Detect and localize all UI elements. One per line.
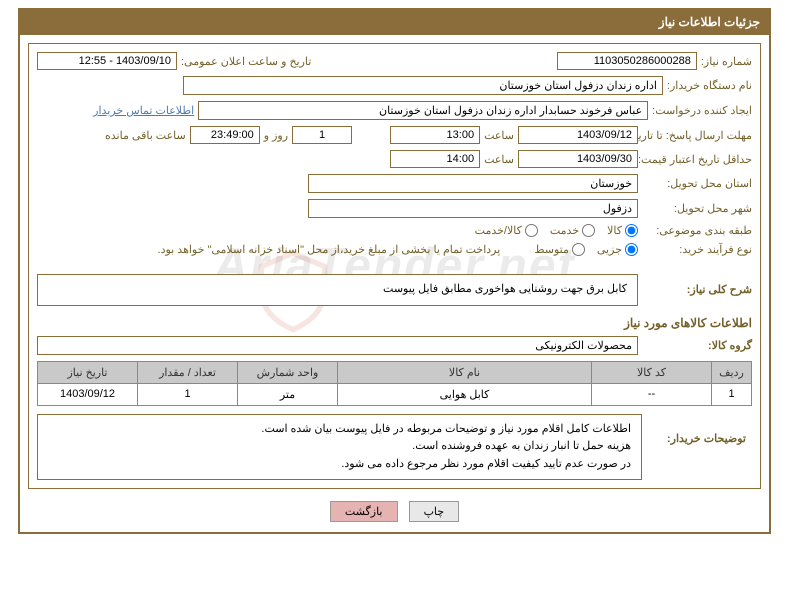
- process-radio-medium[interactable]: متوسط: [534, 243, 585, 256]
- panel-title: جزئیات اطلاعات نیاز: [19, 9, 770, 35]
- th-code: کد کالا: [592, 361, 712, 383]
- buyer-org-value: اداره زندان دزفول استان خوزستان: [183, 76, 663, 95]
- buyer-notes-box: اطلاعات کامل اقلام مورد نیاز و توضیحات م…: [37, 414, 642, 481]
- validity-time-value: 14:00: [390, 150, 480, 168]
- main-desc-value: کابل برق جهت روشنایی هواخوری مطابق فایل …: [37, 274, 638, 306]
- th-qty: تعداد / مقدار: [138, 361, 238, 383]
- td-unit: متر: [238, 383, 338, 405]
- button-row: چاپ بازگشت: [20, 501, 769, 522]
- th-date: تاریخ نیاز: [38, 361, 138, 383]
- need-number-label: شماره نیاز:: [701, 55, 752, 68]
- process-radio-group: جزیی متوسط: [534, 243, 638, 256]
- deadline-date-value: 1403/09/12: [518, 126, 638, 144]
- category-radio-service[interactable]: خدمت: [550, 224, 595, 237]
- td-code: --: [592, 383, 712, 405]
- td-date: 1403/09/12: [38, 383, 138, 405]
- province-value: خوزستان: [308, 174, 638, 193]
- td-row: 1: [712, 383, 752, 405]
- group-value: محصولات الکترونیکی: [37, 336, 638, 355]
- th-row: ردیف: [712, 361, 752, 383]
- buyer-org-label: نام دستگاه خریدار:: [667, 79, 752, 92]
- deadline-time-value: 13:00: [390, 126, 480, 144]
- remaining-label: ساعت باقی مانده: [105, 129, 186, 142]
- buyer-note-line3: در صورت عدم تایید کیفیت اقلام مورد نظر م…: [48, 456, 631, 474]
- cat1-label: کالا: [607, 224, 622, 237]
- radio-service-input[interactable]: [582, 224, 595, 237]
- main-panel: جزئیات اطلاعات نیاز AriaTender.net شماره…: [18, 8, 771, 534]
- th-name: نام کالا: [338, 361, 592, 383]
- remaining-time-value: 23:49:00: [190, 126, 260, 144]
- table-row: 1 -- کابل هوایی متر 1 1403/09/12: [38, 383, 752, 405]
- radio-both-input[interactable]: [525, 224, 538, 237]
- td-name: کابل هوایی: [338, 383, 592, 405]
- category-label: طبقه بندی موضوعی:: [642, 224, 752, 237]
- province-label: استان محل تحویل:: [642, 177, 752, 190]
- contact-link[interactable]: اطلاعات تماس خریدار: [93, 104, 194, 117]
- process-note: پرداخت تمام یا بخشی از مبلغ خرید،از محل …: [158, 243, 501, 256]
- announce-label: تاریخ و ساعت اعلان عمومی:: [181, 55, 311, 68]
- main-desc-label: شرح کلی نیاز:: [642, 283, 752, 296]
- radio-minor-input[interactable]: [625, 243, 638, 256]
- validity-label: حداقل تاریخ اعتبار قیمت: تا تاریخ:: [642, 153, 752, 166]
- days-and-label: روز و: [264, 129, 288, 142]
- print-button[interactable]: چاپ: [409, 501, 460, 522]
- validity-date-value: 1403/09/30: [518, 150, 638, 168]
- city-label: شهر محل تحویل:: [642, 202, 752, 215]
- validity-time-label: ساعت: [484, 153, 514, 166]
- radio-medium-input[interactable]: [572, 243, 585, 256]
- td-qty: 1: [138, 383, 238, 405]
- radio-goods-input[interactable]: [625, 224, 638, 237]
- category-radio-goods[interactable]: کالا: [607, 224, 638, 237]
- proc2-label: متوسط: [534, 243, 569, 256]
- process-label: نوع فرآیند خرید:: [642, 243, 752, 256]
- items-section-title: اطلاعات کالاهای مورد نیاز: [37, 316, 752, 330]
- buyer-note-line2: هزینه حمل تا انبار زندان به عهده فروشنده…: [48, 438, 631, 456]
- announce-value: 1403/09/10 - 12:55: [37, 52, 177, 70]
- buyer-notes-section: توضیحات خریدار: اطلاعات کامل اقلام مورد …: [37, 414, 752, 481]
- deadline-time-label: ساعت: [484, 129, 514, 142]
- category-radio-group: کالا خدمت کالا/خدمت: [475, 224, 638, 237]
- need-number-value: 1103050286000288: [557, 52, 697, 70]
- city-value: دزفول: [308, 199, 638, 218]
- cat2-label: خدمت: [550, 224, 579, 237]
- deadline-label: مهلت ارسال پاسخ: تا تاریخ:: [642, 129, 752, 142]
- buyer-notes-label: توضیحات خریدار:: [642, 414, 752, 481]
- items-table: ردیف کد کالا نام کالا واحد شمارش تعداد /…: [37, 361, 752, 406]
- buyer-note-line1: اطلاعات کامل اقلام مورد نیاز و توضیحات م…: [48, 421, 631, 439]
- table-header-row: ردیف کد کالا نام کالا واحد شمارش تعداد /…: [38, 361, 752, 383]
- days-value: 1: [292, 126, 352, 144]
- back-button[interactable]: بازگشت: [330, 501, 398, 522]
- cat3-label: کالا/خدمت: [475, 224, 522, 237]
- proc1-label: جزیی: [597, 243, 622, 256]
- group-label: گروه کالا:: [642, 339, 752, 352]
- form-container: AriaTender.net شماره نیاز: 1103050286000…: [28, 43, 761, 489]
- process-radio-minor[interactable]: جزیی: [597, 243, 638, 256]
- requester-value: عباس فرخوند حسابدار اداره زندان دزفول اس…: [198, 101, 648, 120]
- th-unit: واحد شمارش: [238, 361, 338, 383]
- category-radio-both[interactable]: کالا/خدمت: [475, 224, 538, 237]
- requester-label: ایجاد کننده درخواست:: [652, 104, 752, 117]
